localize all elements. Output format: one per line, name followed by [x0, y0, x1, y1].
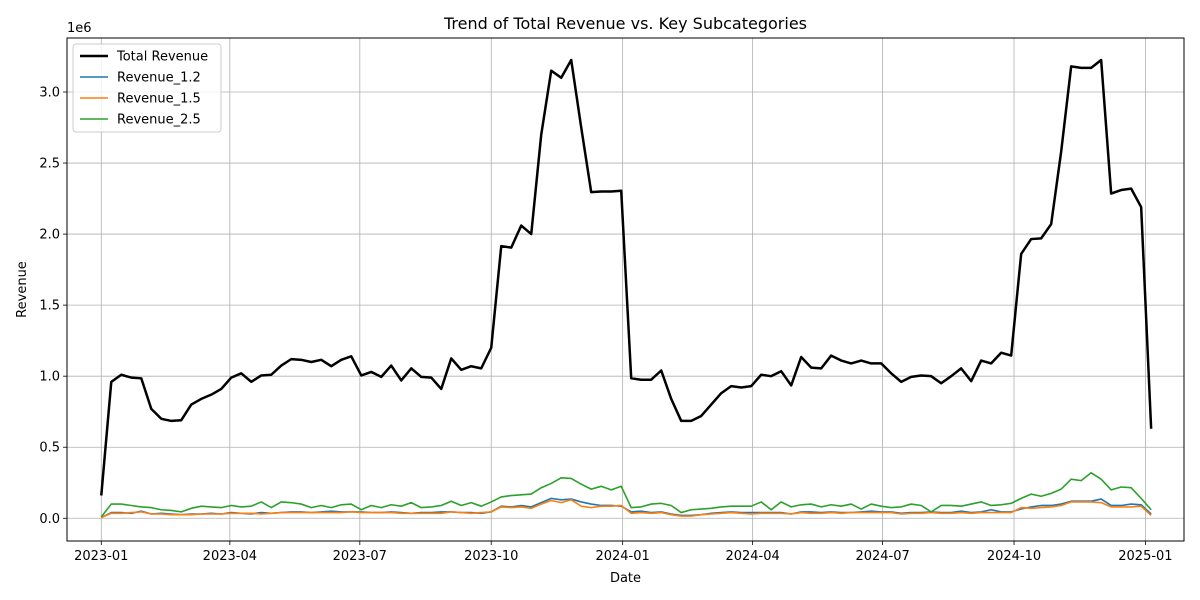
legend-label: Revenue_2.5 [117, 113, 201, 128]
legend-label: Revenue_1.2 [117, 71, 201, 86]
y-axis-label: Revenue [15, 261, 30, 318]
x-tick-label: 2023-01 [74, 549, 128, 564]
x-axis-label: Date [610, 571, 641, 586]
x-tick-label: 2024-07 [855, 549, 909, 564]
y-tick-label: 2.5 [39, 157, 60, 172]
series-line-revenue-2-5 [100, 471, 1152, 518]
x-tick-label: 2025-01 [1118, 549, 1172, 564]
legend-label: Revenue_1.5 [117, 92, 201, 107]
x-axis-ticks: 2023-01 2023-04 2023-07 2023-10 2024-01 2024-… [74, 541, 1173, 564]
x-tick-label: 2024-10 [987, 549, 1041, 564]
chart-title: Trend of Total Revenue vs. Key Subcatego… [443, 14, 807, 33]
x-tick-label: 2023-04 [203, 549, 257, 564]
series-line-total-revenue [100, 58, 1153, 496]
x-tick-label: 2024-04 [725, 549, 779, 564]
x-tick-label: 2023-07 [333, 549, 387, 564]
y-axis-ticks: 0.0 0.5 1.0 1.5 2.0 2.5 3.0 [39, 85, 67, 527]
x-tick-label: 2024-01 [595, 549, 649, 564]
plot-lines [100, 58, 1153, 519]
y-tick-label: 1.5 [39, 299, 60, 314]
y-offset-label: 1e6 [67, 21, 92, 36]
grid [67, 38, 1184, 541]
legend-box [72, 43, 222, 133]
legend-label: Total Revenue [116, 50, 208, 65]
y-tick-label: 1.0 [39, 370, 60, 385]
plot-frame [66, 37, 1185, 542]
y-tick-label: 2.0 [39, 228, 60, 243]
y-tick-label: 0.5 [39, 441, 60, 456]
y-tick-label: 0.0 [39, 512, 60, 527]
series-line-revenue-1-5 [100, 498, 1152, 519]
series-line-revenue-1-2 [100, 497, 1152, 519]
legend: Total Revenue Revenue_1.2 Revenue_1.5 Reven… [72, 43, 222, 133]
y-tick-label: 3.0 [39, 85, 60, 100]
x-tick-label: 2023-10 [464, 549, 518, 564]
